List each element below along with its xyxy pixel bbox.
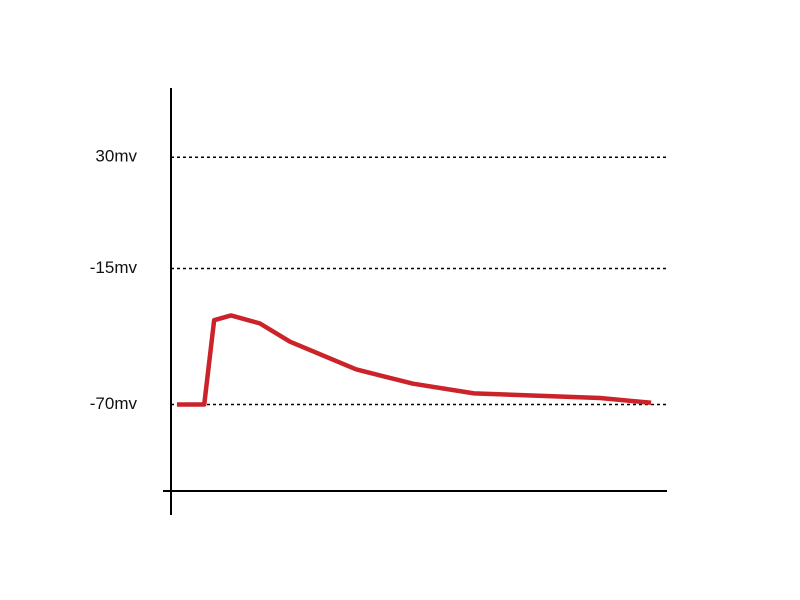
y-tick-label: 30mv <box>95 147 137 166</box>
y-tick-label: -15mv <box>90 258 138 277</box>
data-line <box>176 313 652 407</box>
y-tick-label: -70mv <box>90 394 138 413</box>
